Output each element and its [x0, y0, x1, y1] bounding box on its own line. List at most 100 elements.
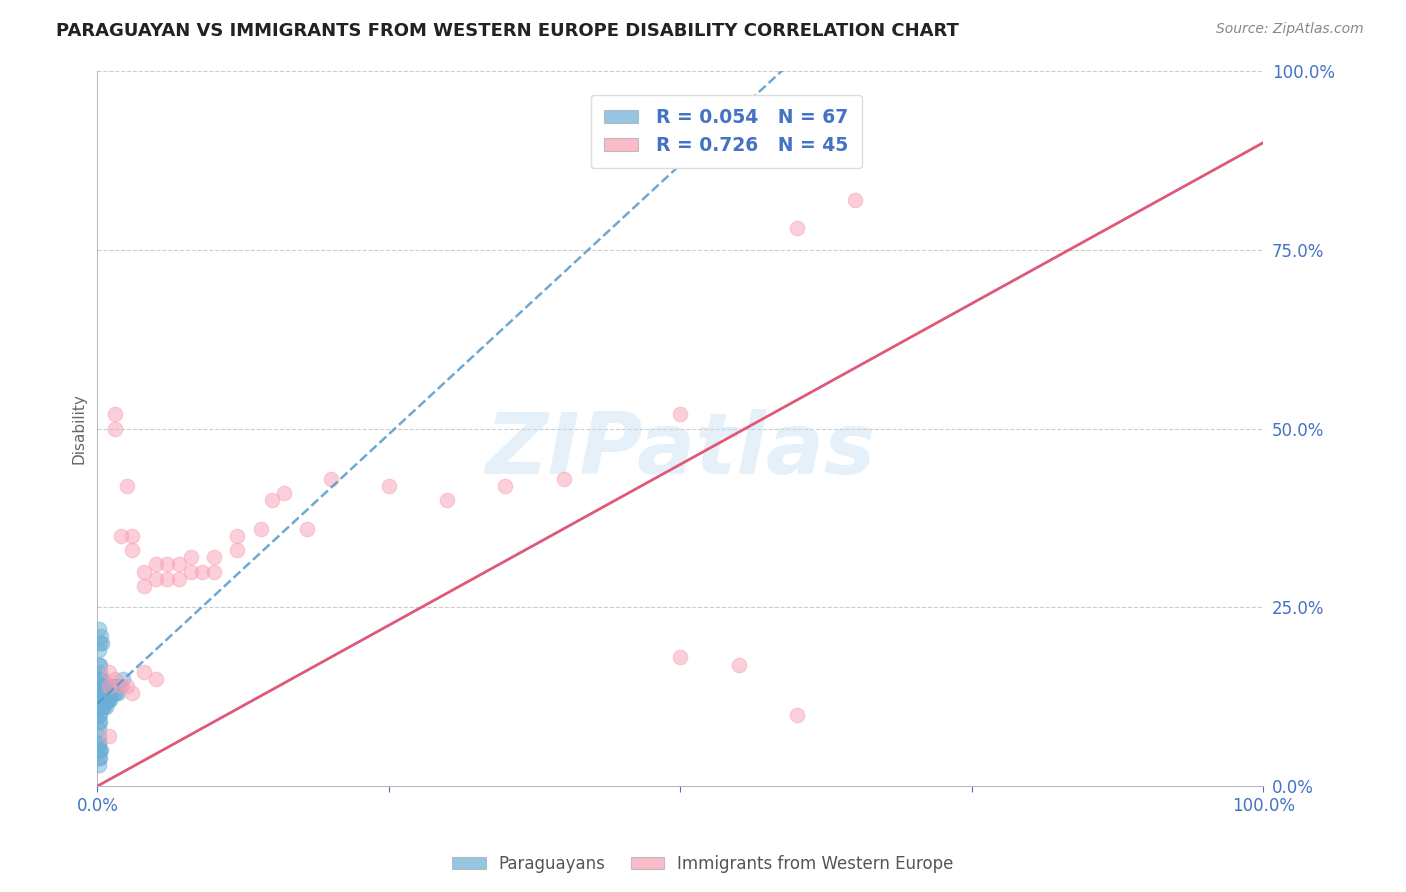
Point — [87, 743, 110, 757]
Point — [94, 686, 117, 700]
Point — [553, 472, 575, 486]
Point — [89, 636, 111, 650]
Point — [91, 700, 114, 714]
Point — [156, 558, 179, 572]
Point — [96, 693, 118, 707]
Text: Source: ZipAtlas.com: Source: ZipAtlas.com — [1216, 22, 1364, 37]
Point — [98, 693, 121, 707]
Point — [90, 686, 112, 700]
Point — [110, 529, 132, 543]
Point — [87, 750, 110, 764]
Point — [319, 472, 342, 486]
Point — [378, 479, 401, 493]
Point — [121, 529, 143, 543]
Text: ZIPatlas: ZIPatlas — [485, 409, 876, 491]
Point — [90, 743, 112, 757]
Point — [91, 686, 114, 700]
Point — [121, 686, 143, 700]
Point — [249, 522, 271, 536]
Point — [191, 565, 214, 579]
Point — [111, 672, 134, 686]
Point — [87, 729, 110, 743]
Point — [98, 665, 121, 679]
Point — [98, 729, 121, 743]
Point — [94, 679, 117, 693]
Point — [98, 679, 121, 693]
Point — [89, 657, 111, 672]
Point — [145, 672, 167, 686]
Point — [132, 579, 155, 593]
Point — [669, 650, 692, 665]
Point — [202, 550, 225, 565]
Point — [87, 714, 110, 729]
Point — [89, 700, 111, 714]
Point — [87, 679, 110, 693]
Legend: Paraguayans, Immigrants from Western Europe: Paraguayans, Immigrants from Western Eur… — [446, 848, 960, 880]
Point — [115, 479, 138, 493]
Point — [87, 700, 110, 714]
Point — [89, 693, 111, 707]
Point — [87, 672, 110, 686]
Point — [87, 736, 110, 750]
Point — [87, 643, 110, 657]
Point — [91, 686, 114, 700]
Point — [98, 679, 121, 693]
Point — [101, 679, 124, 693]
Point — [669, 407, 692, 421]
Point — [87, 686, 110, 700]
Point — [115, 679, 138, 693]
Point — [93, 679, 115, 693]
Point — [104, 672, 127, 686]
Point — [87, 693, 110, 707]
Point — [90, 672, 112, 686]
Point — [202, 565, 225, 579]
Point — [91, 700, 114, 714]
Point — [436, 493, 458, 508]
Point — [97, 693, 120, 707]
Point — [105, 679, 128, 693]
Point — [90, 693, 112, 707]
Point — [145, 572, 167, 586]
Point — [87, 657, 110, 672]
Point — [297, 522, 319, 536]
Point — [844, 193, 866, 207]
Point — [110, 679, 132, 693]
Point — [167, 558, 190, 572]
Point — [89, 750, 111, 764]
Point — [226, 543, 249, 558]
Point — [145, 558, 167, 572]
Point — [97, 686, 120, 700]
Point — [94, 700, 117, 714]
Point — [87, 757, 110, 772]
Legend: R = 0.054   N = 67, R = 0.726   N = 45: R = 0.054 N = 67, R = 0.726 N = 45 — [591, 95, 862, 169]
Point — [107, 686, 129, 700]
Point — [89, 665, 111, 679]
Point — [495, 479, 517, 493]
Point — [167, 572, 190, 586]
Point — [91, 679, 114, 693]
Point — [93, 686, 115, 700]
Point — [91, 679, 114, 693]
Point — [98, 679, 121, 693]
Point — [98, 693, 121, 707]
Point — [87, 722, 110, 736]
Point — [90, 629, 112, 643]
Point — [104, 421, 127, 435]
Point — [786, 221, 808, 235]
Point — [156, 572, 179, 586]
Point — [89, 743, 111, 757]
Point — [132, 565, 155, 579]
Point — [90, 679, 112, 693]
Point — [87, 622, 110, 636]
Point — [103, 686, 125, 700]
Point — [91, 672, 114, 686]
Point — [104, 407, 127, 421]
Point — [93, 700, 115, 714]
Point — [110, 679, 132, 693]
Point — [104, 679, 127, 693]
Point — [87, 707, 110, 722]
Y-axis label: Disability: Disability — [72, 393, 86, 464]
Point — [89, 679, 111, 693]
Point — [91, 693, 114, 707]
Point — [100, 686, 122, 700]
